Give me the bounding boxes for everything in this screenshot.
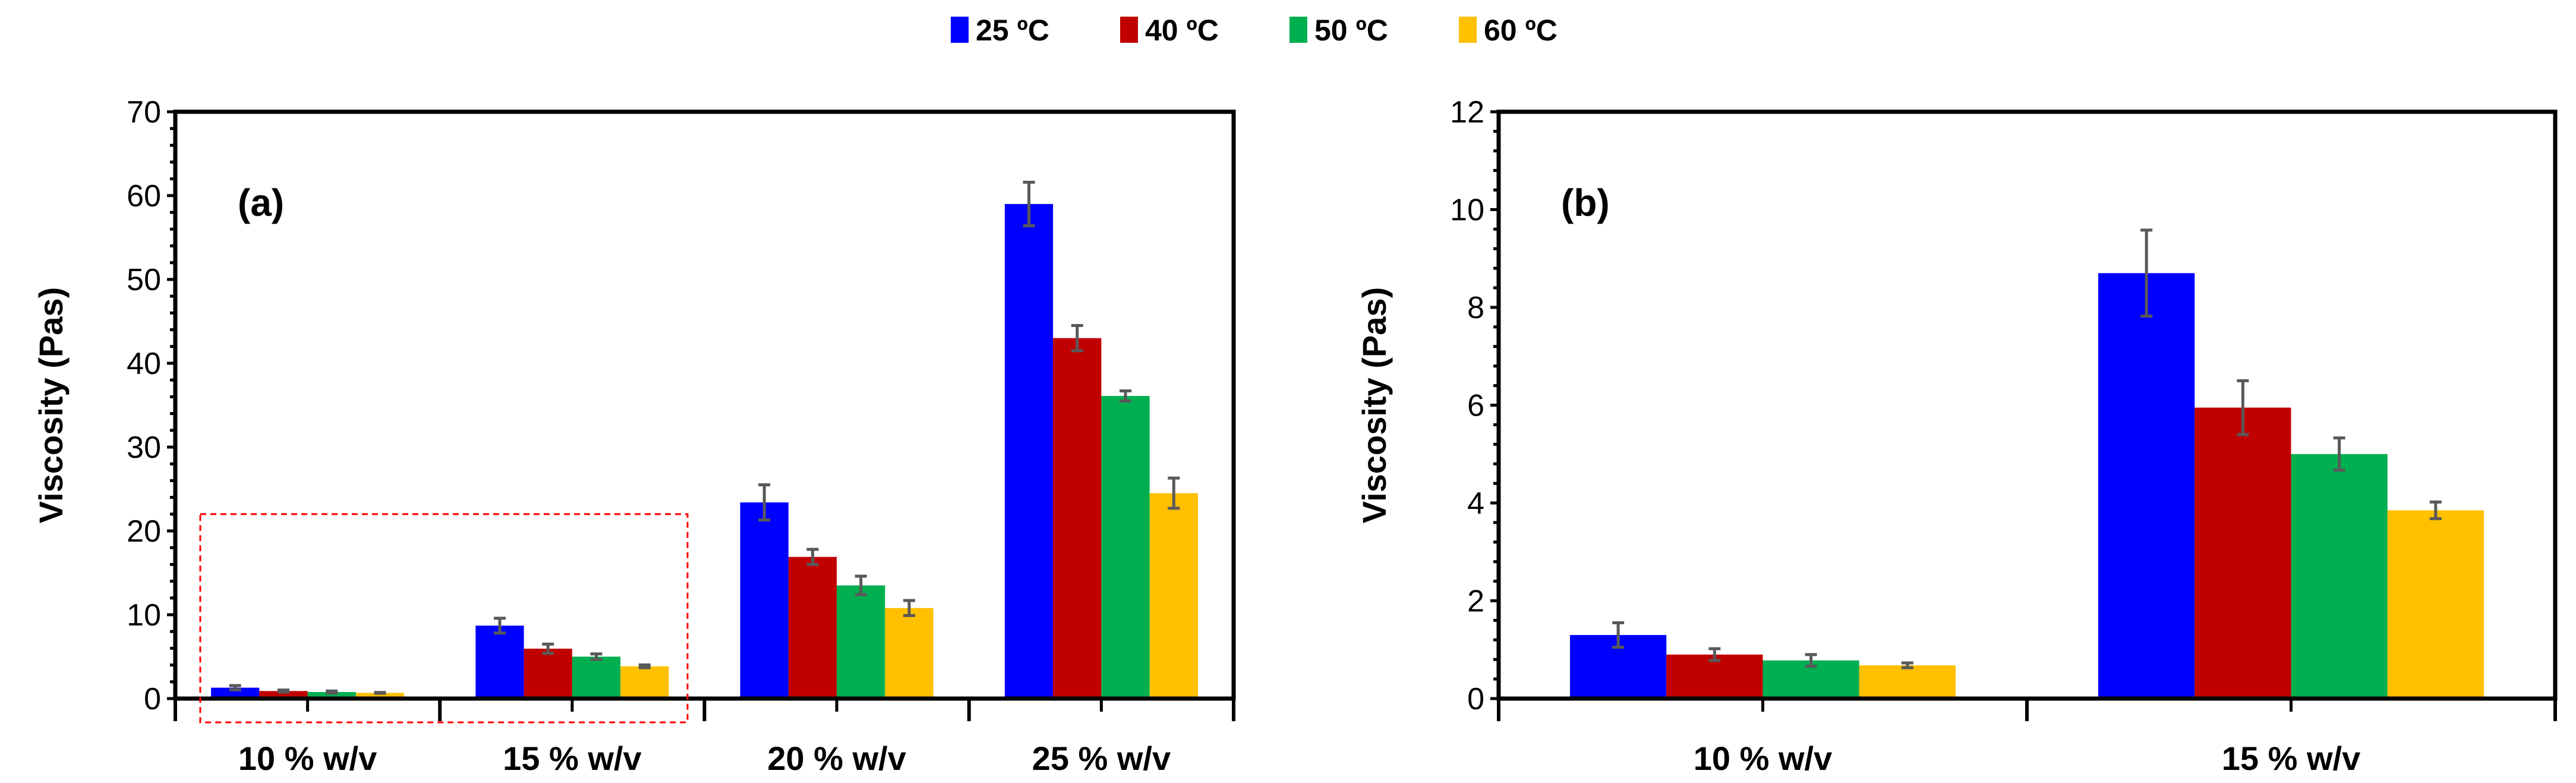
- bar-40c: [1053, 338, 1102, 699]
- bar-25c: [211, 687, 260, 699]
- y-tick-label: 50: [127, 263, 161, 297]
- x-category-label: 20 % w/v: [767, 740, 906, 777]
- legend-label: 60 ºC: [1484, 14, 1557, 47]
- bar-25c: [740, 502, 789, 699]
- x-category-label: 25 % w/v: [1032, 740, 1171, 777]
- legend-swatch: [1120, 17, 1138, 43]
- highlight-box: [199, 513, 689, 724]
- y-tick-label: 4: [1467, 486, 1484, 521]
- legend-swatch: [1459, 17, 1477, 43]
- bar-50c: [2291, 454, 2388, 699]
- y-tick-label: 8: [1467, 291, 1484, 325]
- bar-60c: [2387, 510, 2484, 699]
- y-tick-label: 10: [1450, 193, 1484, 228]
- y-tick-label: 2: [1467, 584, 1484, 619]
- y-tick-label: 10: [127, 598, 161, 633]
- bar-50c: [307, 692, 356, 699]
- y-tick-label: 60: [127, 179, 161, 213]
- bar-60c: [355, 693, 405, 699]
- y-tick-label: 0: [144, 682, 161, 716]
- legend-label: 25 ºC: [976, 14, 1049, 47]
- x-category-label: 15 % w/v: [2222, 740, 2360, 777]
- bar-60c: [620, 666, 669, 699]
- bar-25c: [1004, 204, 1054, 699]
- y-tick-label: 12: [1450, 95, 1484, 130]
- bar-40c: [2195, 407, 2291, 699]
- y-tick-label: 6: [1467, 389, 1484, 423]
- panel-label: (a): [238, 181, 284, 224]
- y-axis-label: Viscosity (Pas): [1355, 287, 1393, 523]
- panel-b-chart: 0 2 4 6 8 10 12 Viscosity (Pas) (b) 10 % w/v 15 % …: [1355, 95, 2558, 777]
- bar-40c: [788, 556, 837, 699]
- legend-swatch: [1289, 17, 1307, 43]
- bar-50c: [837, 585, 885, 699]
- bar-50c: [1101, 395, 1150, 699]
- y-tick-label: 0: [1467, 682, 1484, 716]
- x-category-label: 10 % w/v: [1694, 740, 1832, 777]
- panel-label: (b): [1561, 181, 1610, 224]
- bar-40c: [524, 649, 572, 699]
- bar-60c: [885, 608, 934, 699]
- legend: 25 ºC 40 ºC 50 ºC 60 ºC: [951, 14, 1557, 47]
- y-tick-label: 70: [127, 95, 161, 130]
- bar-25c: [2098, 273, 2195, 699]
- bar-60c: [1149, 493, 1198, 699]
- bar-50c: [572, 656, 621, 699]
- legend-label: 50 ºC: [1314, 14, 1388, 47]
- bar-60c: [1859, 665, 1956, 699]
- y-axis-label: Viscosity (Pas): [32, 287, 70, 523]
- x-category-label: 10 % w/v: [238, 740, 377, 777]
- panel-a-chart: 0 10 20 30 40 50 60 70 Viscosity (Pas) (a) 10 % w/…: [32, 95, 1236, 777]
- y-tick-label: 40: [127, 347, 161, 381]
- legend-swatch: [951, 17, 969, 43]
- y-tick-label: 20: [127, 514, 161, 549]
- y-tick-label: 30: [127, 430, 161, 465]
- legend-label: 40 ºC: [1145, 14, 1219, 47]
- x-category-label: 15 % w/v: [503, 740, 641, 777]
- bar-25c: [475, 625, 524, 699]
